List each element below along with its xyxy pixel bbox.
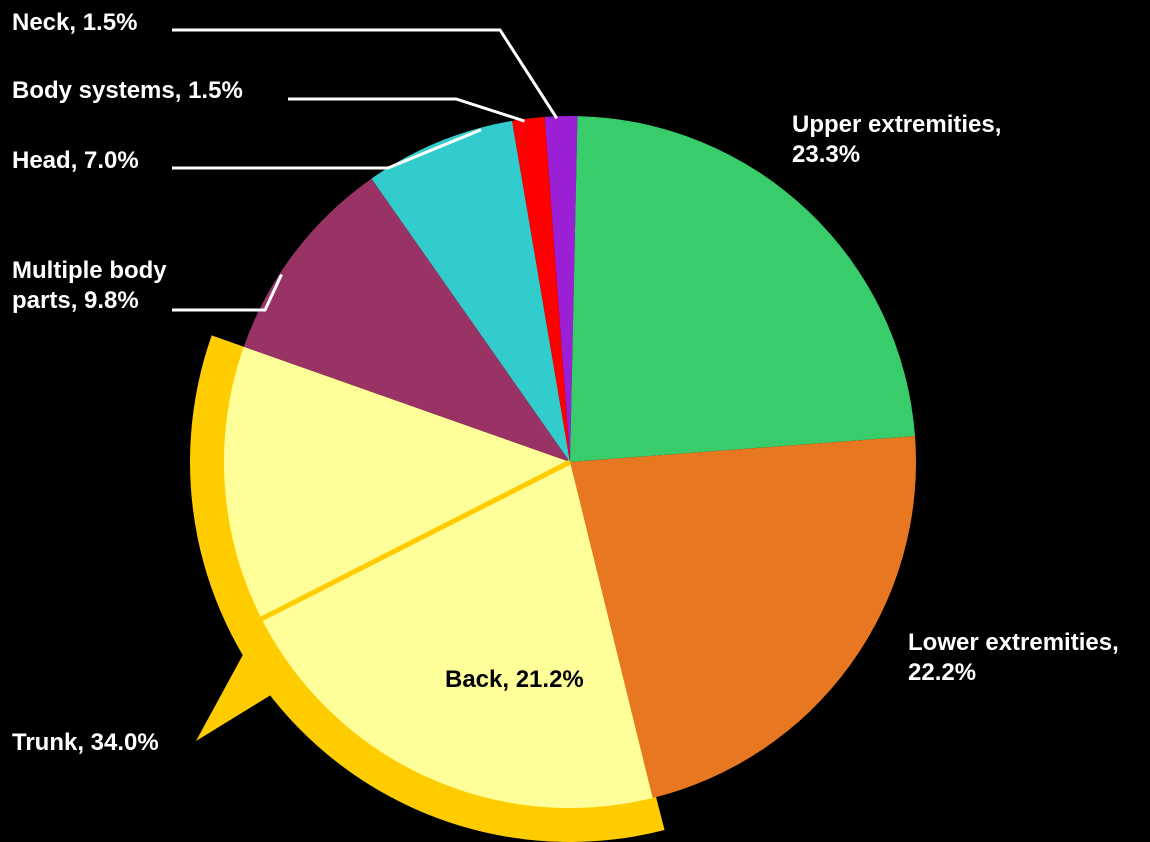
slice-systems <box>512 116 570 462</box>
label-neck: Neck, 1.5% <box>12 8 137 38</box>
label-back: Back, 21.2% <box>445 665 584 695</box>
slice-neck <box>544 116 578 463</box>
label-lower-line2: 22.2% <box>908 659 977 686</box>
label-upper-extremities: Upper extremities, 23.3% <box>792 110 1001 170</box>
label-trunk: Trunk, 34.0% <box>12 728 159 758</box>
label-neck-text: Neck, 1.5% <box>12 9 138 36</box>
leader-body-systems <box>288 97 525 123</box>
label-multiple-body-parts: Multiple body parts, 9.8% <box>12 256 167 316</box>
label-lower-extremities: Lower extremities, 22.2% <box>908 628 1119 688</box>
slice-multiple <box>243 178 570 463</box>
label-head: Head, 7.0% <box>12 146 139 176</box>
label-upper-line1: Upper extremities, <box>792 111 1002 138</box>
label-back-text: Back, 21.2% <box>445 666 584 693</box>
label-head-text: Head, 7.0% <box>12 147 139 174</box>
label-multiple-line2: parts, 9.8% <box>12 287 139 314</box>
leader-head <box>172 128 482 170</box>
leader-neck <box>172 28 559 120</box>
slice-upper <box>570 116 916 462</box>
slice-trunk <box>224 346 653 808</box>
leader-multiple-body-parts <box>172 274 283 312</box>
label-body-systems: Body systems, 1.5% <box>12 76 243 106</box>
slice-lower <box>570 436 916 799</box>
label-upper-line2: 23.3% <box>792 141 861 168</box>
label-body-systems-text: Body systems, 1.5% <box>12 77 243 104</box>
label-lower-line1: Lower extremities, <box>908 629 1119 656</box>
label-multiple-line1: Multiple body <box>12 257 167 284</box>
label-trunk-text: Trunk, 34.0% <box>12 729 159 756</box>
trunk-back-divider <box>260 459 572 622</box>
trunk-callout-pointer <box>196 649 276 741</box>
slice-head <box>371 120 570 462</box>
